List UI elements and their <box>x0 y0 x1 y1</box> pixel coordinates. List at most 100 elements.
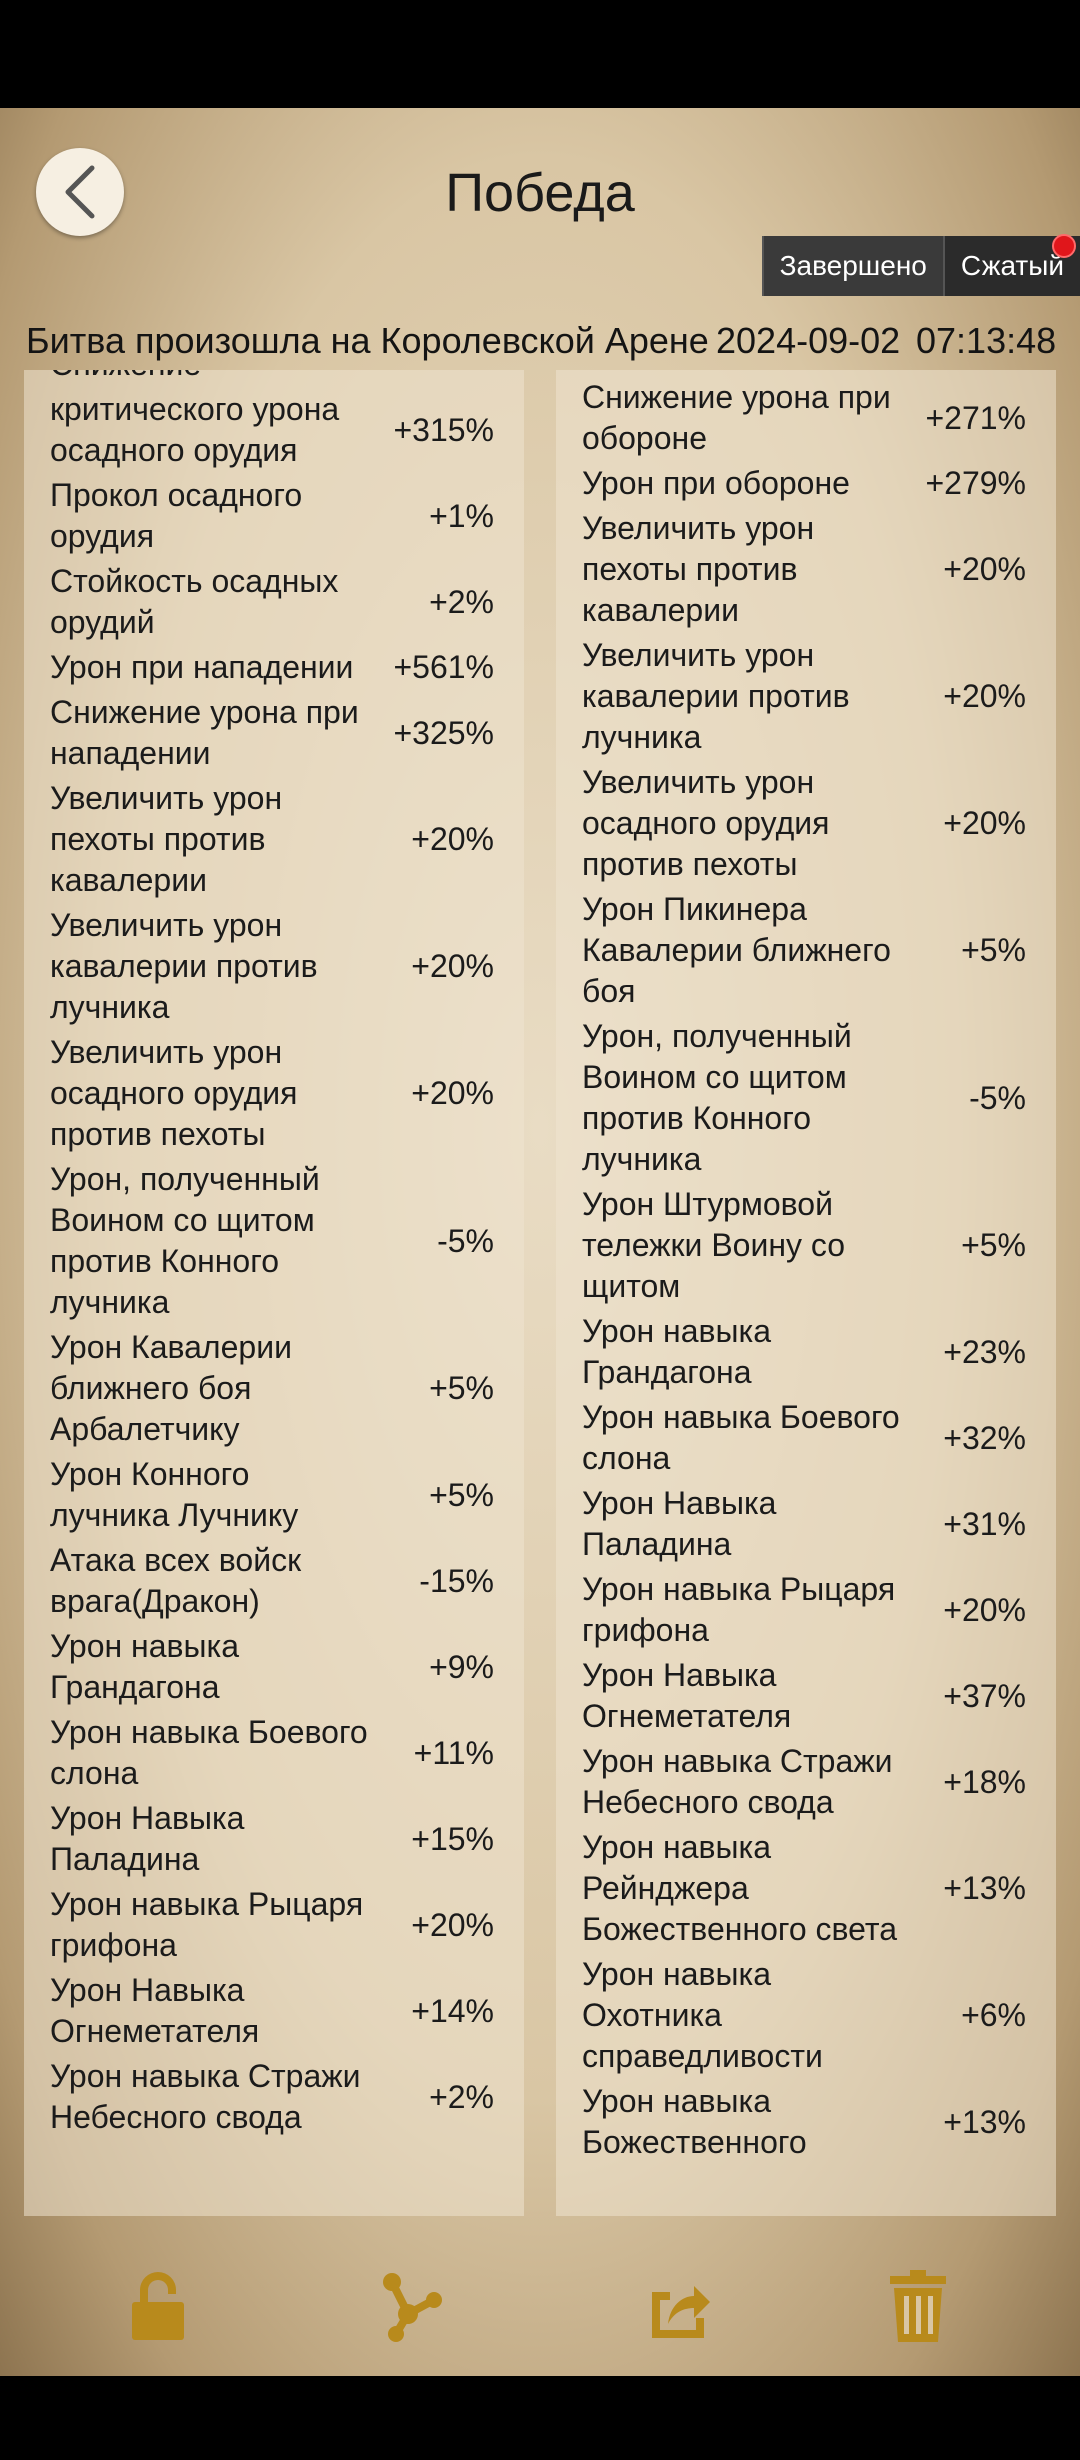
back-button[interactable] <box>36 148 124 236</box>
stat-row: Снижение <box>24 370 524 387</box>
view-tabs: Завершено Сжатый <box>761 234 1080 296</box>
stat-row: Урон Навыка Паладина +15% <box>24 1796 524 1882</box>
stat-row: Урон, полученный Воином со щитом против … <box>556 1014 1056 1182</box>
header: Победа Завершено Сжатый <box>0 108 1080 296</box>
stat-name: Урон навыка Рейнджера Божественного свет… <box>582 1829 897 1947</box>
stat-row: Урон навыка Рыцаря грифона +20% <box>24 1882 524 1968</box>
stat-value: +20% <box>943 678 1026 714</box>
stat-row: Урон Навыка Огнеметателя +37% <box>556 1653 1056 1739</box>
stat-row: Увеличить урон пехоты против кавалерии +2… <box>24 776 524 903</box>
stat-name: Снижение урона при обороне <box>582 379 891 456</box>
stat-value: +31% <box>943 1505 1026 1542</box>
stat-name: Снижение урона при нападении <box>50 694 359 771</box>
stat-name: Урон Навыка Паладина <box>582 1485 777 1562</box>
stat-row: Стойкость осадных орудий +2% <box>24 559 524 645</box>
stat-name: Увеличить урон пехоты против кавалерии <box>582 510 815 628</box>
stat-value: +1% <box>429 497 494 534</box>
stat-row: Урон навыка Грандагона +23% <box>556 1309 1056 1395</box>
stat-name: Урон Навыка Огнеметателя <box>582 1657 792 1734</box>
stat-name: Урон при нападении <box>50 649 354 685</box>
stat-value: +561% <box>393 649 494 685</box>
stat-value: +32% <box>943 1419 1026 1456</box>
stat-value: +15% <box>411 1820 494 1857</box>
stat-row: Увеличить урон осадного орудия против пе… <box>556 760 1056 887</box>
stat-name: Урон Кавалерии ближнего боя Арбалетчику <box>50 1329 292 1447</box>
stat-value: -5% <box>437 1222 494 1259</box>
stat-value: +271% <box>925 399 1026 436</box>
tab-compressed[interactable]: Сжатый <box>942 234 1080 296</box>
navigation-bar-area <box>0 2376 1080 2460</box>
stat-name: Урон навыка Стражи Небесного свода <box>50 2058 361 2135</box>
stat-value: +6% <box>961 1997 1026 2033</box>
stat-name: Урон Навыка Паладина <box>50 1800 245 1877</box>
stat-name: Урон Пикинера Кавалерии ближнего боя <box>582 891 891 1009</box>
stat-row: Урон навыка Стражи Небесного свода +2% <box>24 2054 524 2140</box>
stat-row: Атака всех войск врага(Дракон) -15% <box>24 1538 524 1624</box>
stat-value: +5% <box>429 1476 494 1513</box>
stat-name: Увеличить урон кавалерии против лучника <box>50 907 318 1025</box>
stat-name: Урон Штурмовой тележки Воину со щитом <box>582 1186 846 1304</box>
stat-row: Урон навыка Рейнджера Божественного свет… <box>556 1825 1056 1952</box>
stat-name: орудия <box>556 370 900 373</box>
lock-button[interactable] <box>126 2268 190 2344</box>
stat-row: Урон Конного лучника Лучнику +5% <box>24 1452 524 1538</box>
stat-row: Урон навыка Боевого слона +32% <box>556 1395 1056 1481</box>
stat-row: Урон Навыка Паладина +31% <box>556 1481 1056 1567</box>
stat-row: Урон навыка Стражи Небесного свода +18% <box>556 1739 1056 1825</box>
stat-row: Урон навыка Божественного +13% <box>556 2079 1056 2165</box>
stat-value: +13% <box>943 2103 1026 2140</box>
stat-row: Увеличить урон кавалерии против лучника +… <box>24 903 524 1030</box>
stats-list[interactable]: Снижение критического урона осадного оруд… <box>24 370 1056 2216</box>
stat-name: Урон навыка Рыцаря грифона <box>582 1571 896 1648</box>
stat-value: +13% <box>943 1870 1026 1906</box>
stat-value: +325% <box>393 714 494 751</box>
stat-value: +5% <box>429 1370 494 1406</box>
export-icon <box>652 2286 710 2338</box>
stat-name: Урон, полученный Воином со щитом против … <box>50 1161 320 1320</box>
stat-row: Урон при обороне +279% <box>556 461 1056 506</box>
stat-name: Урон Навыка Огнеметателя <box>50 1972 260 2049</box>
defender-stats-column[interactable]: орудия Снижение урона при обороне +271% Уро… <box>556 370 1056 2216</box>
stat-value: +2% <box>429 583 494 620</box>
stat-row: Урон Кавалерии ближнего боя Арбалетчику +… <box>24 1325 524 1452</box>
bottom-toolbar <box>0 2230 1080 2376</box>
stat-value: +9% <box>429 1648 494 1685</box>
stat-value: -5% <box>969 1079 1026 1116</box>
stat-value: +14% <box>411 1992 494 2029</box>
stat-name: Увеличить урон кавалерии против лучника <box>582 637 850 755</box>
share-button[interactable] <box>378 2268 442 2344</box>
battle-info: Битва произошла на Королевской Арене 202… <box>0 320 1080 368</box>
stat-name: Стойкость осадных орудий <box>50 563 339 640</box>
stat-row: Увеличить урон осадного орудия против пе… <box>24 1030 524 1157</box>
stat-value: +20% <box>411 1075 494 1111</box>
stat-row: Урон Навыка Огнеметателя +14% <box>24 1968 524 2054</box>
delete-button[interactable] <box>886 2268 950 2344</box>
stat-name: Урон навыка Охотника справедливости <box>582 1956 823 2074</box>
battle-date: 2024-09-02 <box>716 320 901 361</box>
tab-compressed-label: Сжатый <box>960 250 1064 281</box>
stat-row: Урон, полученный Воином со щитом против … <box>24 1157 524 1325</box>
tab-completed[interactable]: Завершено <box>761 236 943 296</box>
stat-value: +20% <box>411 948 494 984</box>
stat-row: Урон навыка Грандагона +9% <box>24 1624 524 1710</box>
status-bar-area <box>0 0 1080 108</box>
stat-value: +20% <box>943 551 1026 587</box>
stat-value: +20% <box>943 805 1026 841</box>
stat-row: Прокол осадного орудия +1% <box>24 473 524 559</box>
share-icon <box>383 2273 442 2342</box>
trash-icon <box>890 2270 946 2342</box>
export-button[interactable] <box>648 2268 712 2344</box>
stat-value: +11% <box>413 1734 494 1771</box>
stat-row: Урон Штурмовой тележки Воину со щитом +5% <box>556 1182 1056 1309</box>
stat-name: Увеличить урон осадного орудия против пе… <box>50 1034 298 1152</box>
stat-name: Урон, полученный Воином со щитом против … <box>582 1018 852 1177</box>
stat-value: +20% <box>411 821 494 857</box>
stat-value: +2% <box>429 2078 494 2115</box>
stat-value: +20% <box>943 1591 1026 1628</box>
stat-value: +18% <box>943 1763 1026 1800</box>
attacker-stats-column[interactable]: Снижение критического урона осадного оруд… <box>24 370 524 2216</box>
stat-value: +20% <box>411 1906 494 1943</box>
chevron-left-icon <box>65 165 95 219</box>
stat-row: Увеличить урон кавалерии против лучника +… <box>556 633 1056 760</box>
notification-dot <box>1052 234 1076 258</box>
